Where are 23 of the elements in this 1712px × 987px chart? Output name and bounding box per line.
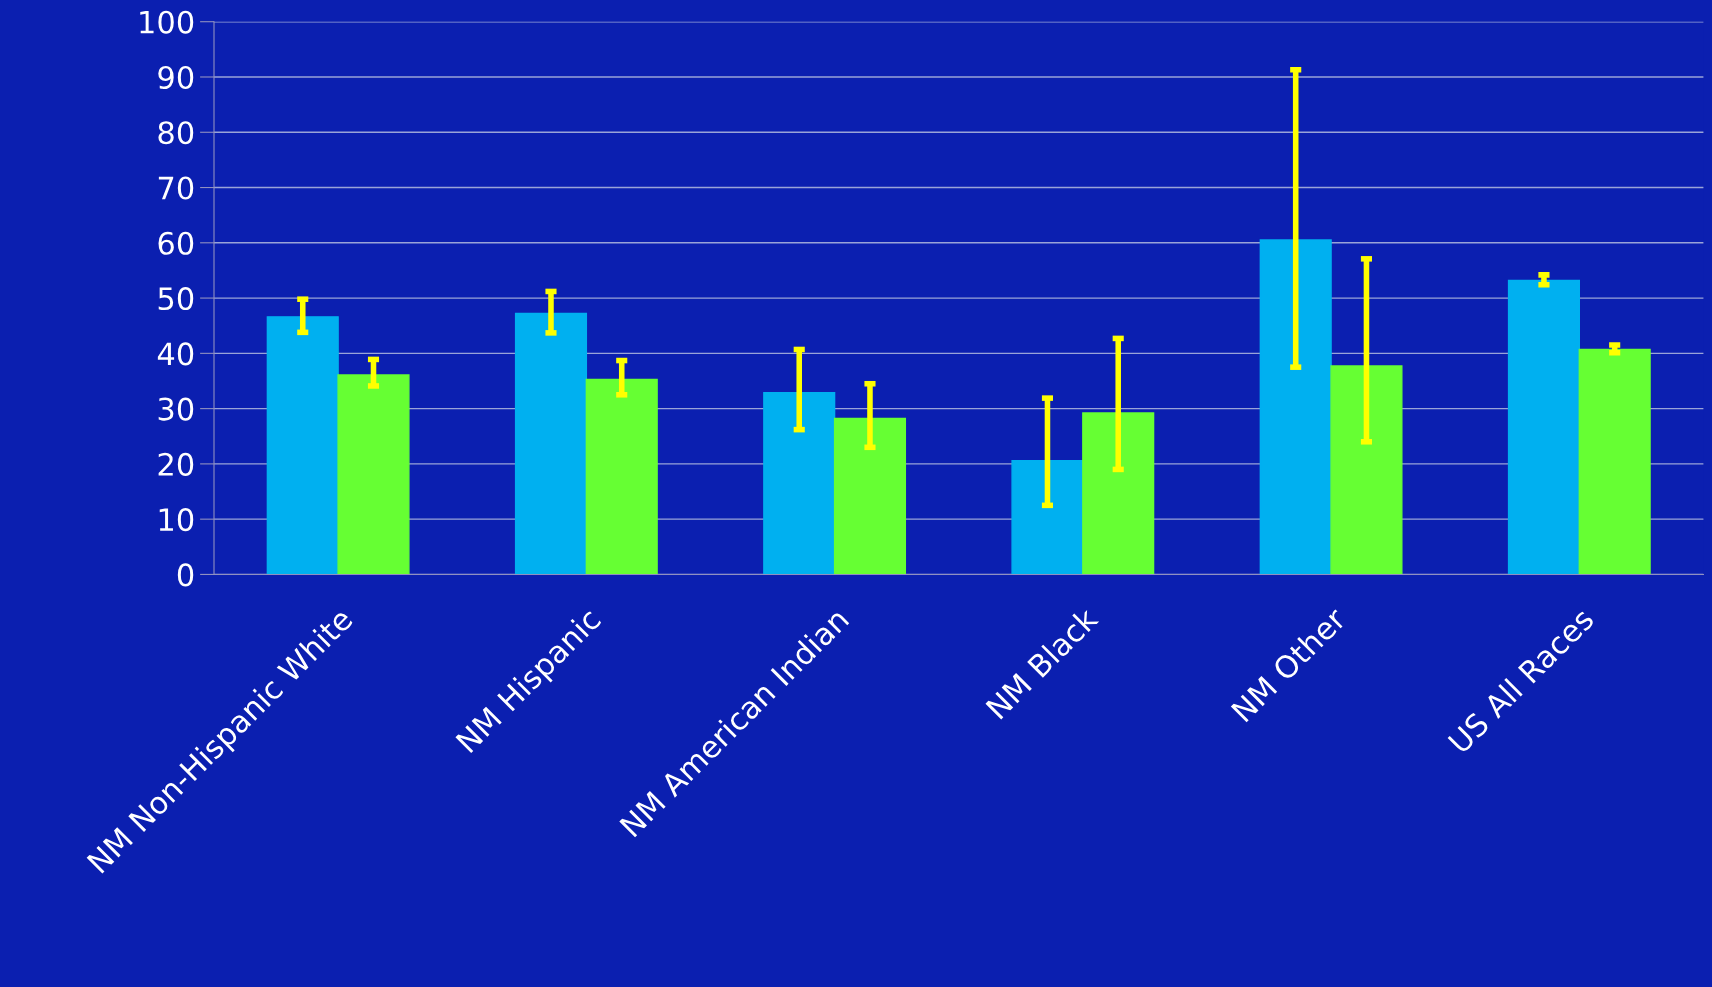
- bar: [833, 417, 907, 575]
- bar: [1011, 459, 1084, 575]
- y-tick-label: 60: [158, 231, 194, 255]
- y-tick-label: 50: [158, 287, 194, 311]
- bar: [1259, 239, 1332, 575]
- bar: [266, 316, 339, 575]
- y-tick-label: 0: [177, 563, 194, 587]
- bar: [763, 391, 836, 575]
- bar: [337, 374, 410, 575]
- y-tick-label: 100: [140, 10, 194, 34]
- y-tick-label: 70: [158, 176, 194, 200]
- y-tick-label: 10: [159, 508, 194, 532]
- bar: [1578, 348, 1651, 575]
- y-tick-label: 30: [158, 397, 194, 421]
- bar: [514, 312, 588, 575]
- y-tick-label: 90: [158, 65, 194, 90]
- bar: [1330, 365, 1403, 575]
- bar: [1507, 279, 1581, 575]
- bar: [1082, 412, 1155, 575]
- bar: [585, 378, 658, 575]
- y-tick-label: 40: [157, 342, 194, 366]
- y-tick-label: 20: [158, 452, 194, 476]
- y-tick-label: 80: [158, 121, 194, 145]
